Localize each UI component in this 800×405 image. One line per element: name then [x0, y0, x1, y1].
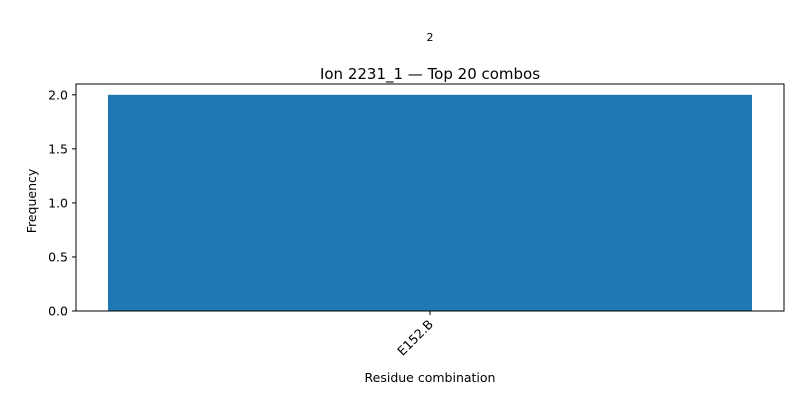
- bar: [108, 94, 752, 311]
- chart-title: Ion 2231_1 — Top 20 combos: [320, 65, 540, 84]
- y-tick-label: 0.5: [48, 249, 68, 264]
- y-tick-label: 1.5: [48, 141, 68, 156]
- axes-frame: [75, 83, 785, 312]
- y-axis-label: Frequency: [24, 168, 39, 233]
- y-tick-label: 2.0: [48, 87, 68, 102]
- x-axis-label: Residue combination: [365, 370, 496, 385]
- data-label: 2: [427, 31, 434, 44]
- y-tick-label: 1.0: [48, 195, 68, 210]
- y-tick-label: 0.0: [48, 304, 68, 319]
